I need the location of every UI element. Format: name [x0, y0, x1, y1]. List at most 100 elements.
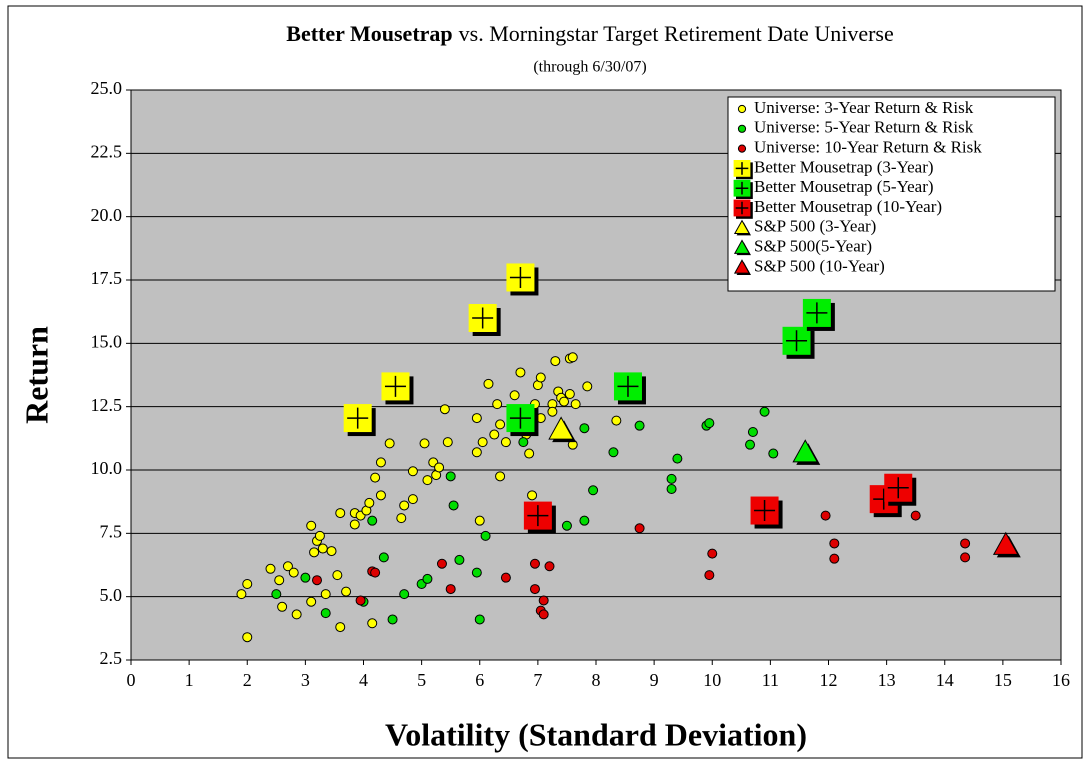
marker-plus: [509, 266, 531, 288]
data-point: [312, 575, 322, 586]
data-point: [399, 589, 410, 600]
legend-marker: [733, 259, 751, 275]
legend-label: Better Mousetrap (3-Year): [754, 157, 934, 176]
point: [422, 475, 433, 486]
data-point: [506, 263, 539, 296]
legend-label: S&P 500 (10-Year): [754, 256, 885, 275]
data-point: [782, 326, 815, 359]
point: [588, 485, 599, 496]
data-point: [538, 595, 549, 606]
point: [477, 437, 488, 448]
point: [399, 500, 410, 511]
data-point: [343, 404, 376, 437]
point: [332, 570, 343, 581]
point: [306, 596, 317, 607]
legend-label: S&P 500(5-Year): [754, 237, 872, 256]
data-point: [802, 298, 835, 331]
point: [524, 448, 535, 459]
point: [829, 538, 840, 549]
data-point: [355, 595, 366, 606]
data-point: [378, 552, 389, 563]
data-point: [707, 548, 718, 559]
point: [396, 513, 407, 524]
data-point: [960, 552, 971, 563]
data-point: [375, 490, 386, 501]
data-point: [282, 561, 293, 572]
data-point: [309, 547, 320, 558]
data-point: [529, 584, 540, 595]
chart-subtitle: (through 6/30/07): [533, 59, 646, 76]
legend-marker: [737, 124, 747, 133]
marker-triangle: [733, 259, 751, 274]
point: [910, 510, 921, 521]
data-point: [335, 508, 346, 519]
point: [474, 515, 485, 526]
data-point: [992, 531, 1021, 558]
point: [483, 378, 494, 389]
point: [561, 520, 572, 531]
point: [242, 632, 253, 643]
marker-plus: [617, 375, 639, 397]
point: [768, 448, 779, 459]
data-point: [759, 406, 770, 417]
point: [535, 372, 546, 383]
data-point: [242, 632, 253, 643]
point: [434, 462, 445, 473]
data-point: [387, 614, 398, 625]
data-point: [370, 472, 381, 483]
y-tick-label: 5.0: [100, 585, 123, 605]
data-point: [442, 437, 453, 448]
data-point: [454, 554, 465, 565]
point: [529, 558, 540, 569]
x-tick-label: 8: [592, 670, 601, 690]
point: [579, 515, 590, 526]
legend-marker: [733, 179, 753, 199]
x-tick-label: 3: [301, 670, 310, 690]
data-point: [471, 447, 482, 458]
point: [375, 457, 386, 468]
legend-label: Better Mousetrap (5-Year): [754, 177, 934, 196]
data-point: [544, 561, 555, 572]
marker-plus: [735, 201, 749, 215]
marker-plus: [754, 500, 776, 522]
data-point: [634, 420, 645, 431]
point: [471, 447, 482, 458]
x-tick-label: 1: [185, 670, 194, 690]
legend-box: [727, 96, 1056, 292]
data-point: [704, 418, 715, 429]
point: [236, 589, 247, 600]
point: [509, 390, 520, 401]
data-point: [367, 515, 378, 526]
point: [492, 399, 503, 410]
x-tick-label: 13: [878, 670, 896, 690]
data-point: [666, 473, 677, 484]
data-point: [550, 356, 561, 367]
data-point: [439, 404, 450, 415]
point: [960, 552, 971, 563]
point: [489, 429, 500, 440]
data-point: [524, 448, 535, 459]
data-point: [527, 490, 538, 501]
y-tick-label: 10.0: [91, 458, 123, 478]
point: [634, 420, 645, 431]
data-point: [271, 589, 282, 600]
data-point: [300, 572, 311, 583]
point: [527, 490, 538, 501]
point: [326, 546, 337, 557]
point: [320, 608, 331, 619]
point: [309, 547, 320, 558]
legend-marker: [733, 160, 753, 180]
point: [550, 356, 561, 367]
point: [570, 399, 581, 410]
data-point: [561, 520, 572, 531]
data-point: [672, 453, 683, 464]
marker-plus: [527, 505, 549, 527]
data-point: [407, 494, 418, 505]
data-point: [419, 438, 430, 449]
point: [672, 453, 683, 464]
point: [471, 567, 482, 578]
data-point: [448, 500, 459, 511]
x-tick-label: 0: [127, 670, 136, 690]
data-point: [829, 538, 840, 549]
data-point: [335, 622, 346, 633]
